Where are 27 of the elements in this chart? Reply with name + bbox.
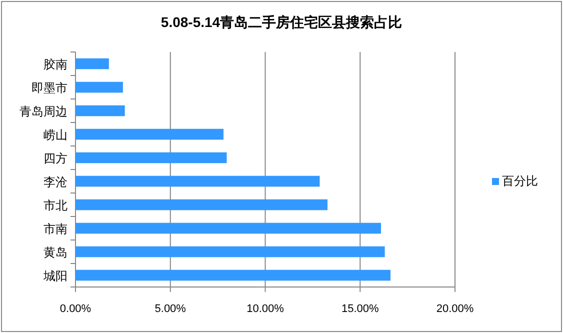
bar [76, 82, 123, 93]
y-tick-label: 崂山 [44, 128, 68, 142]
x-tick-label: 5.00% [154, 303, 186, 315]
bar [76, 222, 381, 234]
y-tick-label: 四方 [44, 151, 68, 166]
x-tick-label: 0.00% [60, 303, 92, 315]
y-tick-label: 城阳 [42, 268, 68, 283]
y-tick-label: 即墨市 [32, 80, 68, 95]
bar [76, 270, 390, 281]
y-tick-label: 黄岛 [44, 245, 68, 260]
x-tick-label: 20.00% [436, 303, 474, 315]
bar [76, 199, 328, 210]
y-tick-label: 青岛周边 [20, 104, 68, 118]
x-tick-label: 15.00% [341, 303, 379, 315]
bar [76, 105, 125, 116]
bar [76, 128, 224, 140]
y-tick-label: 李沧 [44, 174, 68, 189]
bar [76, 58, 109, 70]
y-tick-label: 市南 [44, 222, 68, 236]
bar [76, 246, 385, 258]
y-tick-label: 胶南 [44, 57, 68, 72]
bar [76, 152, 227, 164]
x-tick-label: 10.00% [246, 303, 284, 315]
chart-title: 5.08-5.14青岛二手房住宅区县搜索占比 [160, 14, 402, 30]
legend-label: 百分比 [502, 174, 538, 188]
bar [76, 176, 320, 187]
y-tick-label: 市北 [44, 198, 68, 212]
